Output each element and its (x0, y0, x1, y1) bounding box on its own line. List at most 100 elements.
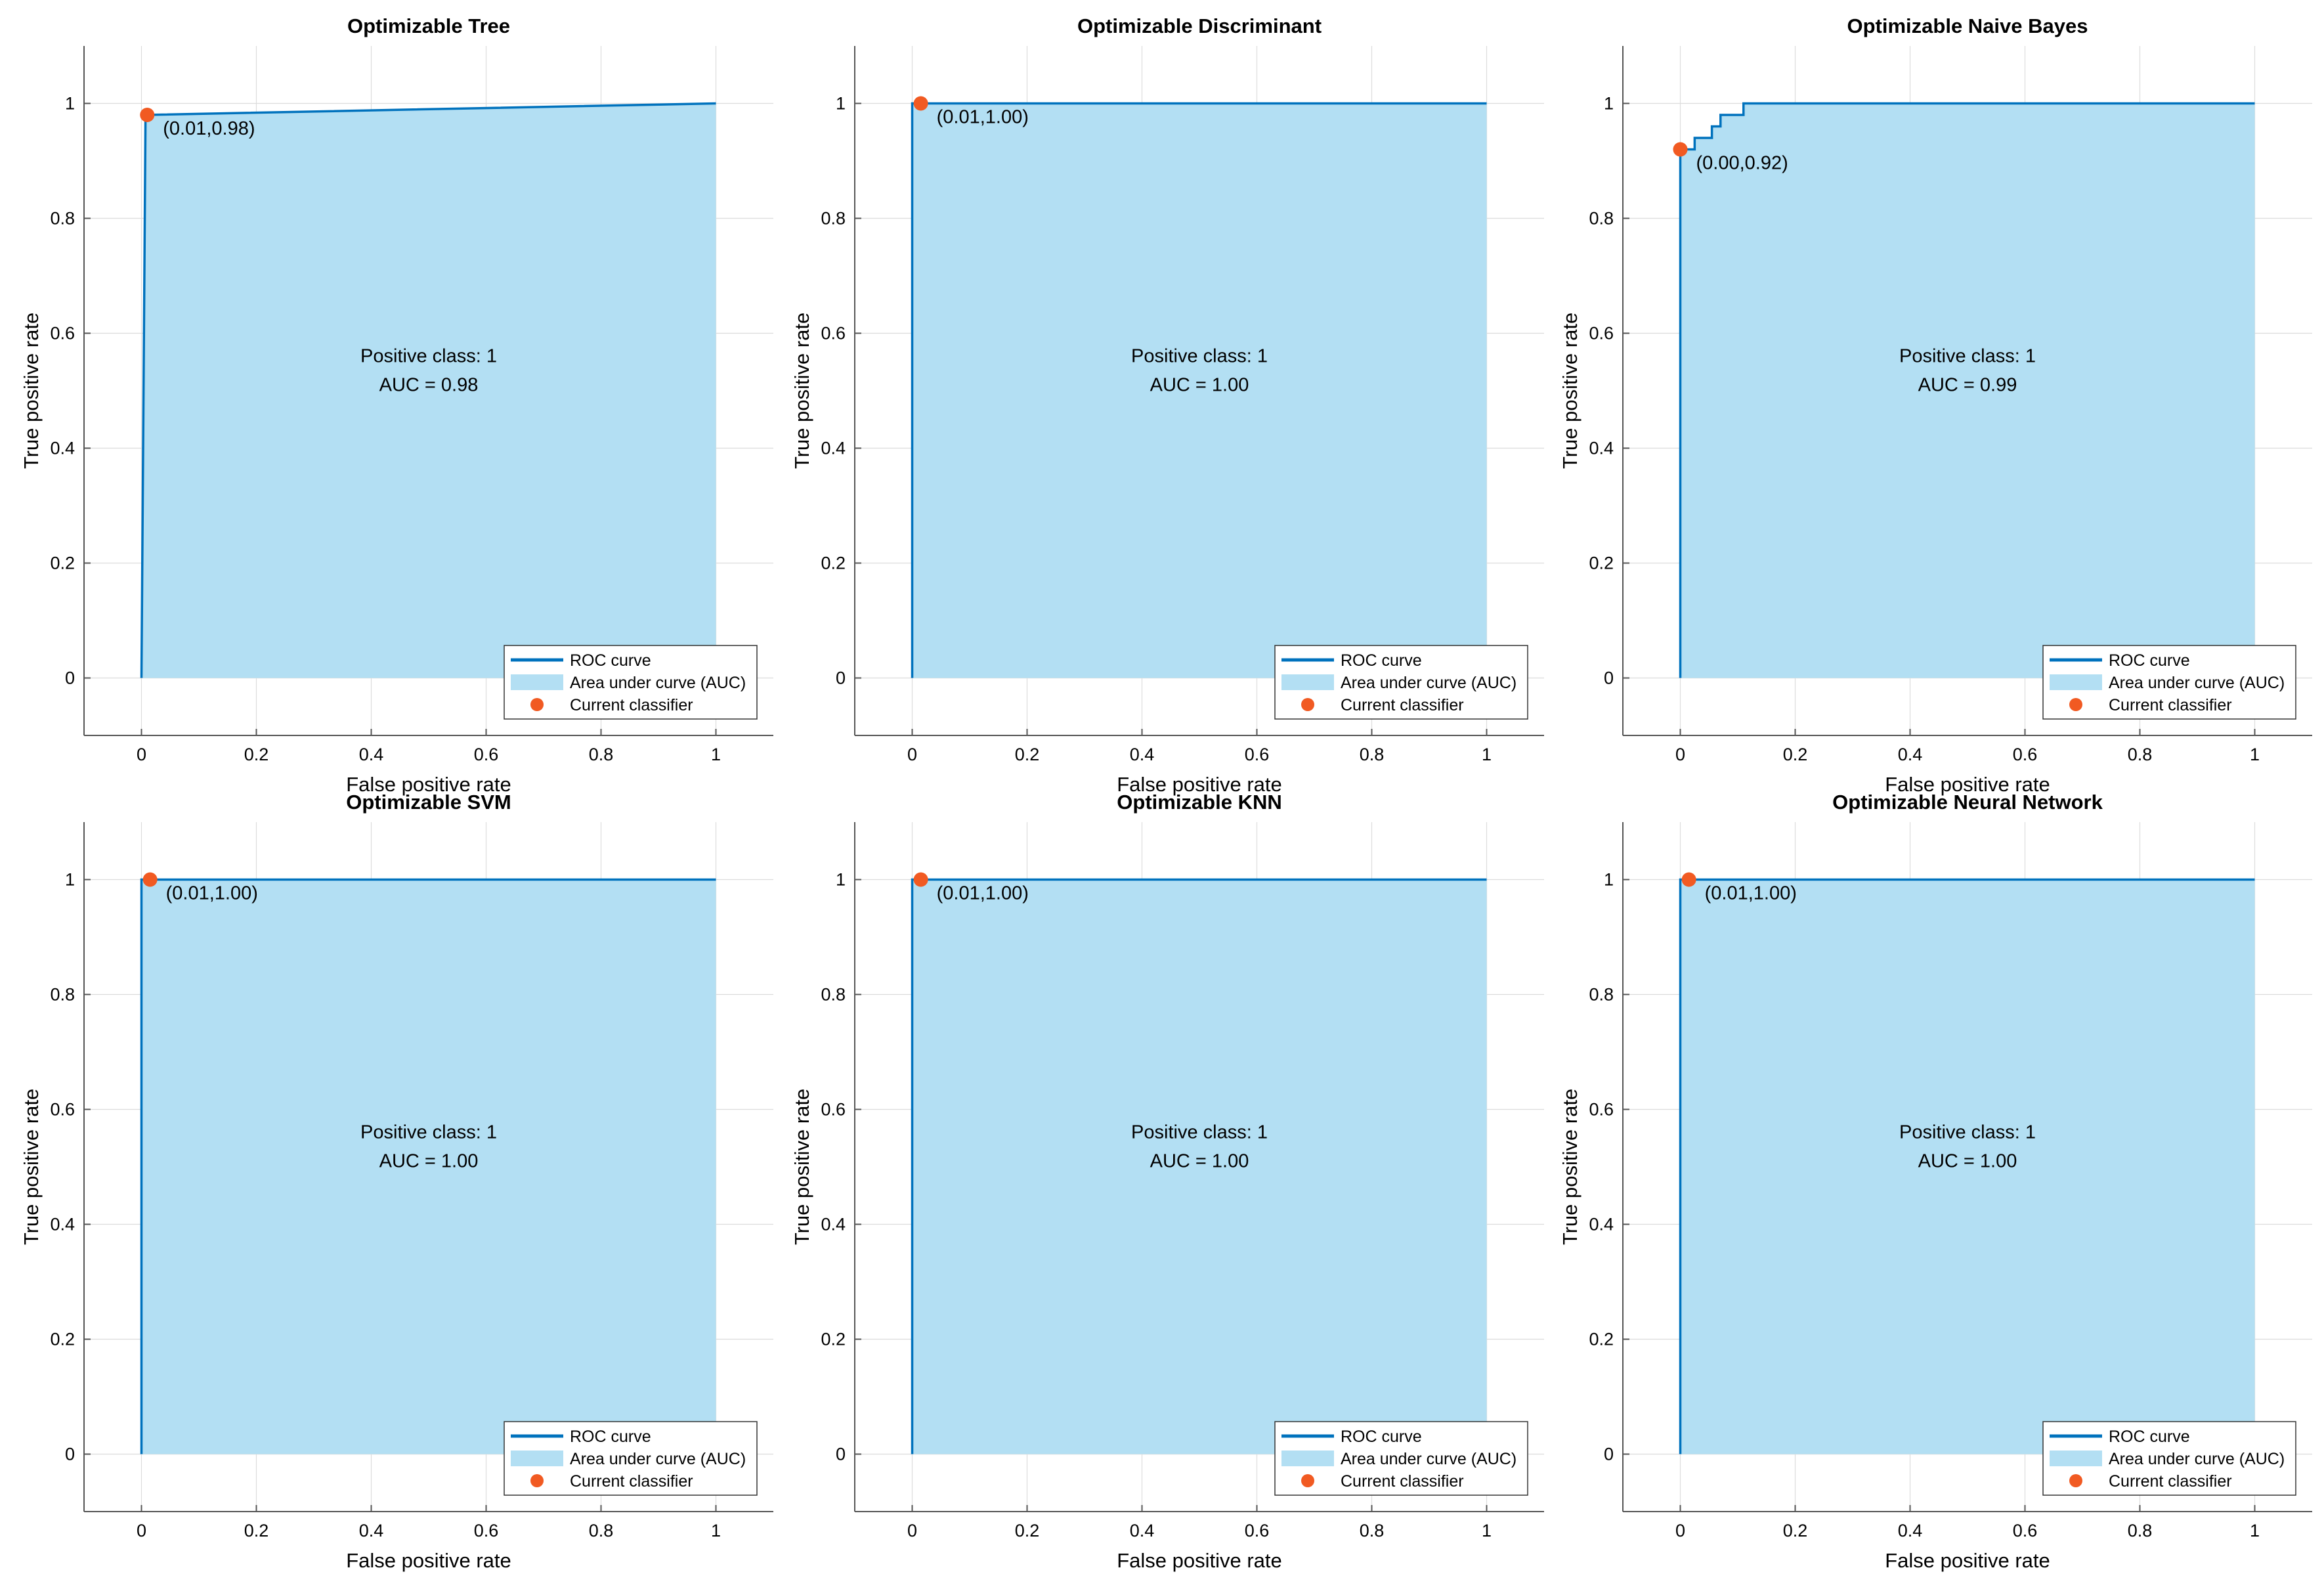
x-tick-label: 0.4 (359, 745, 384, 764)
x-tick-label: 0.8 (2128, 1521, 2153, 1540)
x-tick-label: 0.6 (1245, 745, 1270, 764)
y-tick-label: 0.8 (50, 985, 75, 1005)
legend-marker-swatch (530, 1474, 544, 1487)
y-tick-label: 0 (1604, 668, 1614, 688)
chart-title: Optimizable Discriminant (1077, 14, 1322, 37)
y-tick-label: 0.2 (50, 554, 75, 573)
legend-label: Area under curve (AUC) (2109, 674, 2285, 692)
chart-title: Optimizable Neural Network (1832, 791, 2103, 814)
auc-annotation: Positive class: 1 (1899, 1122, 2036, 1143)
roc-curve-line (911, 878, 1487, 1454)
y-tick-label: 0.8 (1589, 985, 1614, 1005)
legend-label: Area under curve (AUC) (570, 674, 746, 692)
y-axis-label: True positive rate (1559, 313, 1582, 469)
x-tick-label: 1 (1482, 745, 1492, 764)
auc-annotation: AUC = 1.00 (1150, 374, 1249, 395)
y-tick-label: 0.6 (50, 1100, 75, 1120)
legend-label: Current classifier (2109, 1472, 2232, 1491)
legend-marker-swatch (1301, 1474, 1314, 1487)
chart-title: Optimizable KNN (1117, 791, 1281, 814)
legend-label: Current classifier (1341, 696, 1464, 714)
roc-panel: 0 0.2 0.4 0.6 0.8 1 0 0.2 0.4 0.6 0.8 1 Optimizable … (1559, 791, 2312, 1572)
legend: ROC curve Area under curve (AUC) Current c… (504, 645, 758, 720)
auc-annotation: Positive class: 1 (360, 1122, 497, 1143)
x-tick-label: 0.8 (589, 745, 614, 764)
legend-marker-swatch (2069, 1474, 2082, 1487)
auc-area (912, 103, 1487, 678)
x-tick-label: 0.2 (1015, 1521, 1040, 1540)
x-tick-label: 1 (711, 1521, 721, 1540)
legend-marker-swatch (2069, 698, 2082, 711)
legend-auc-swatch (511, 1451, 563, 1466)
x-axis-label: False positive rate (1117, 773, 1282, 796)
legend-label: ROC curve (570, 651, 651, 670)
y-tick-label: 1 (65, 94, 75, 114)
y-axis-label: True positive rate (790, 313, 813, 469)
x-tick-label: 0.2 (1783, 1521, 1808, 1540)
legend-auc-swatch (511, 674, 563, 690)
current-classifier-label: (0.00,0.92) (1696, 153, 1788, 174)
auc-annotation: Positive class: 1 (360, 345, 497, 366)
roc-panel: 0 0.2 0.4 0.6 0.8 1 0 0.2 0.4 0.6 0.8 1 Optimizable … (790, 791, 1544, 1572)
legend-label: Current classifier (2109, 696, 2232, 714)
x-tick-label: 1 (1482, 1521, 1492, 1540)
legend-label: Area under curve (AUC) (1341, 674, 1517, 692)
y-axis-label: True positive rate (790, 1089, 813, 1245)
legend-label: ROC curve (570, 1428, 651, 1446)
x-tick-label: 0.4 (1130, 1521, 1155, 1540)
y-tick-label: 0.4 (821, 1215, 846, 1234)
y-tick-label: 1 (836, 870, 846, 890)
auc-area (141, 103, 716, 678)
x-tick-label: 0.8 (2128, 745, 2153, 764)
y-tick-label: 0.4 (821, 439, 846, 458)
current-classifier-marker (1673, 142, 1688, 157)
x-tick-label: 0.8 (1360, 745, 1385, 764)
auc-annotation: Positive class: 1 (1131, 1122, 1268, 1143)
legend-auc-swatch (1281, 1451, 1334, 1466)
current-classifier-marker (140, 108, 155, 122)
y-tick-label: 0.8 (821, 209, 846, 229)
x-tick-label: 0 (907, 745, 917, 764)
x-tick-label: 0.4 (1130, 745, 1155, 764)
y-tick-label: 0.4 (1589, 1215, 1614, 1234)
x-axis-label: False positive rate (346, 1549, 511, 1572)
roc-curve-line (1679, 102, 2255, 678)
x-tick-label: 0.6 (474, 1521, 499, 1540)
auc-annotation: AUC = 1.00 (1918, 1150, 2017, 1171)
y-tick-label: 0.2 (50, 1330, 75, 1349)
y-tick-label: 0.8 (50, 209, 75, 229)
y-tick-label: 1 (836, 94, 846, 114)
legend-label: Area under curve (AUC) (570, 1450, 746, 1468)
legend-marker-swatch (1301, 698, 1314, 711)
legend-label: ROC curve (1341, 1428, 1422, 1446)
y-tick-label: 0.6 (50, 324, 75, 343)
legend-auc-swatch (2050, 674, 2102, 690)
y-tick-label: 0.2 (1589, 554, 1614, 573)
legend-label: Current classifier (570, 1472, 693, 1491)
roc-curve-line (911, 102, 1487, 678)
x-tick-label: 0.4 (359, 1521, 384, 1540)
y-axis-label: True positive rate (20, 313, 43, 469)
chart-title: Optimizable Naive Bayes (1847, 14, 2088, 37)
current-classifier-label: (0.01,1.00) (166, 883, 258, 904)
y-tick-label: 1 (1604, 870, 1614, 890)
legend-label: ROC curve (2109, 1428, 2190, 1446)
chart-title: Optimizable SVM (346, 791, 511, 814)
y-tick-label: 0.2 (1589, 1330, 1614, 1349)
legend-auc-swatch (1281, 674, 1334, 690)
x-tick-label: 0.8 (1360, 1521, 1385, 1540)
y-tick-label: 0 (836, 1445, 846, 1464)
legend-label: ROC curve (1341, 651, 1422, 670)
current-classifier-label: (0.01,1.00) (937, 107, 1029, 128)
chart-title: Optimizable Tree (347, 14, 510, 37)
auc-annotation: AUC = 0.98 (379, 374, 479, 395)
legend: ROC curve Area under curve (AUC) Current c… (1274, 645, 1528, 720)
roc-curve-line (140, 878, 716, 1454)
x-tick-label: 0.6 (474, 745, 499, 764)
y-axis-label: True positive rate (20, 1089, 43, 1245)
x-tick-label: 0.2 (244, 1521, 269, 1540)
y-tick-label: 0 (65, 668, 75, 688)
auc-area (1680, 879, 2255, 1454)
auc-area (912, 879, 1487, 1454)
auc-annotation: AUC = 0.99 (1918, 374, 2017, 395)
